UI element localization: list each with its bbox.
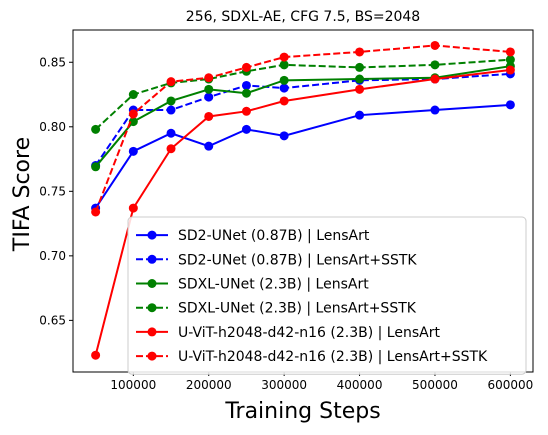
x-axis-label: Training Steps	[224, 399, 380, 424]
series-6	[91, 40, 515, 217]
data-point	[355, 62, 365, 72]
legend-marker	[147, 279, 157, 288]
legend-item: SDXL-UNet (2.3B) | LensArt	[136, 277, 369, 293]
data-point	[430, 40, 440, 50]
data-point	[430, 74, 440, 84]
x-tick-label: 400000	[337, 378, 383, 392]
y-axis-label: TIFA Score	[10, 137, 35, 252]
data-point	[355, 110, 365, 120]
legend-label: SD2-UNet (0.87B) | LensArt	[178, 228, 370, 244]
data-point	[166, 96, 176, 106]
legend-label: SDXL-UNet (2.3B) | LensArt+SSTK	[178, 301, 417, 317]
legend-item: SDXL-UNet (2.3B) | LensArt+SSTK	[136, 301, 417, 317]
data-point	[355, 74, 365, 84]
data-point	[91, 207, 101, 217]
x-tick-label: 300000	[261, 378, 307, 392]
data-point	[505, 65, 515, 75]
data-point	[204, 111, 214, 121]
data-point	[204, 92, 214, 102]
y-tick-label: 0.70	[39, 249, 66, 263]
legend-label: SDXL-UNet (2.3B) | LensArt	[178, 277, 369, 293]
data-point	[241, 106, 251, 116]
legend-box	[127, 216, 527, 375]
series-line	[94, 58, 511, 131]
data-point	[166, 144, 176, 154]
series-line	[94, 44, 511, 213]
legend: SD2-UNet (0.87B) | LensArt SD2-UNet (0.87…	[127, 216, 527, 375]
legend-marker	[147, 351, 157, 361]
legend-label: SD2-UNet (0.87B) | LensArt+SSTK	[178, 252, 417, 268]
data-point	[505, 47, 515, 57]
x-tick-label: 100000	[110, 378, 156, 392]
data-point	[355, 84, 365, 94]
y-tick-label: 0.80	[39, 120, 66, 134]
data-point	[204, 73, 214, 83]
legend-marker	[147, 327, 157, 337]
legend-item: SD2-UNet (0.87B) | LensArt+SSTK	[136, 252, 417, 268]
series-5	[91, 65, 515, 360]
x-tick-label: 600000	[487, 378, 533, 392]
y-tick-label: 0.85	[39, 55, 66, 69]
data-point	[166, 128, 176, 138]
legend-item: SD2-UNet (0.87B) | LensArt	[136, 228, 370, 244]
data-point	[128, 203, 138, 213]
legend-item: U-ViT-h2048-d42-n16 (2.3B) | LensArt	[136, 325, 440, 341]
data-point	[279, 52, 289, 62]
legend-item: U-ViT-h2048-d42-n16 (2.3B) | LensArt+SST…	[136, 349, 488, 365]
legend-marker	[147, 303, 157, 313]
series-1	[91, 100, 515, 213]
chart-title: 256, SDXL-AE, CFG 7.5, BS=2048	[186, 9, 420, 25]
data-point	[128, 109, 138, 119]
data-point	[279, 83, 289, 93]
plot-area: 100000 200000 300000 400000 500000 600000 0.65…	[39, 29, 534, 392]
legend-marker	[147, 254, 157, 264]
series-line	[94, 103, 511, 209]
data-point	[166, 77, 176, 87]
data-point	[204, 84, 214, 94]
data-point	[279, 75, 289, 85]
data-point	[241, 62, 251, 72]
data-point	[241, 80, 251, 90]
data-point	[279, 96, 289, 106]
legend-label: U-ViT-h2048-d42-n16 (2.3B) | LensArt	[178, 325, 440, 341]
legend-label: U-ViT-h2048-d42-n16 (2.3B) | LensArt+SST…	[178, 349, 488, 365]
data-point	[128, 146, 138, 156]
data-point	[505, 100, 515, 110]
data-point	[279, 60, 289, 70]
data-point	[91, 124, 101, 134]
y-tick-label: 0.75	[39, 184, 66, 198]
legend-marker	[147, 230, 157, 240]
data-point	[279, 131, 289, 141]
data-point	[128, 117, 138, 127]
data-point	[166, 105, 176, 115]
data-point	[430, 105, 440, 115]
data-point	[505, 55, 515, 65]
x-tick-label: 200000	[186, 378, 232, 392]
series-3	[91, 61, 515, 172]
x-tick-label: 500000	[412, 378, 458, 392]
data-point	[91, 162, 101, 172]
data-point	[91, 350, 101, 360]
data-point	[241, 88, 251, 98]
series-line	[94, 65, 511, 168]
data-point	[355, 47, 365, 57]
data-point	[430, 60, 440, 70]
data-point	[128, 90, 138, 100]
data-point	[204, 141, 214, 151]
data-point	[241, 124, 251, 134]
series-2	[91, 69, 515, 171]
y-tick-label: 0.65	[39, 313, 66, 327]
